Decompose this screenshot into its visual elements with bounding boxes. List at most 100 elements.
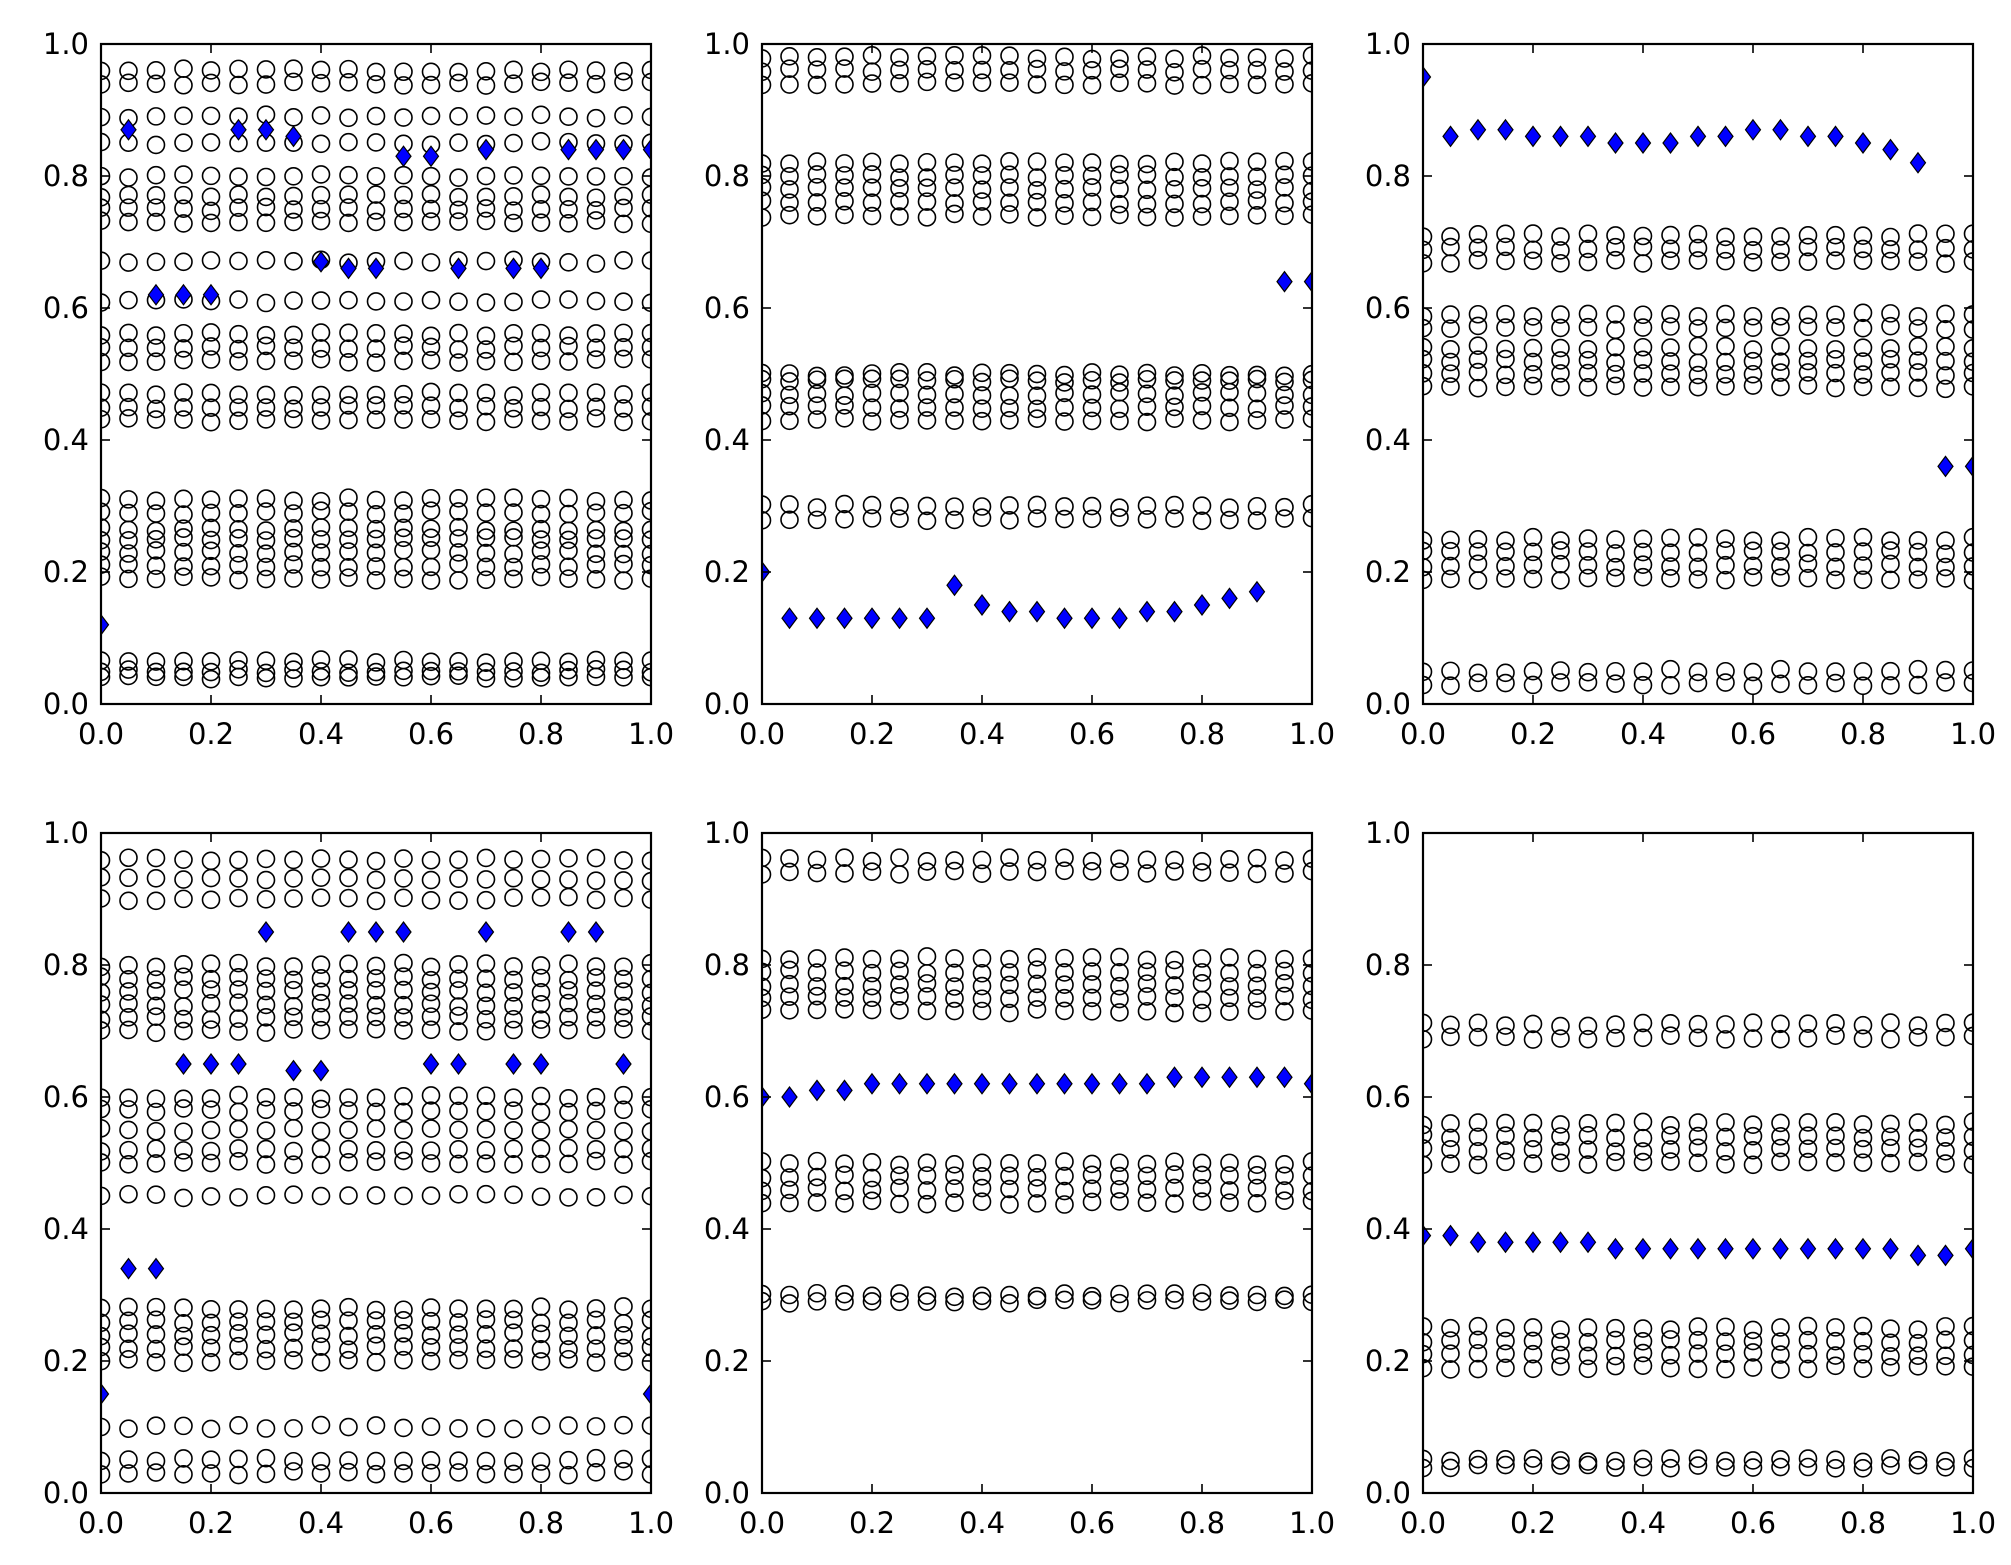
circle-point (421, 1086, 441, 1105)
circle-point (862, 495, 882, 515)
circle-point (1165, 371, 1184, 390)
circle-point (339, 994, 358, 1013)
circle-point (1578, 1318, 1598, 1337)
circle-point (394, 518, 413, 538)
subplot-2: 0.0 0.2 0.4 0.6 0.8 1.00.00.20.40.60.81.0 (704, 27, 1335, 751)
circle-point (559, 993, 578, 1013)
circle-point (174, 557, 193, 576)
circle-point (1137, 194, 1157, 214)
circle-point (1165, 397, 1184, 417)
diamond-series (762, 1066, 1312, 1108)
circle-point (1275, 509, 1294, 528)
circle-point (119, 397, 138, 417)
circle-point (1137, 1284, 1157, 1303)
circle-point (780, 1000, 799, 1020)
circle-point (1908, 1320, 1928, 1340)
circle-point (1423, 1333, 1433, 1352)
circle-point (1826, 363, 1845, 383)
circle-point (504, 1350, 523, 1369)
circle-point (1826, 1331, 1845, 1351)
circle-point (476, 669, 496, 688)
circle-point (1881, 1138, 1900, 1158)
circle-point (1423, 1029, 1433, 1049)
circle-point (1688, 528, 1708, 547)
diamond-series (101, 921, 651, 1405)
circle-point (1496, 1455, 1515, 1475)
circle-point (835, 1284, 854, 1304)
x-tick-label: 0.4 (959, 717, 1005, 751)
circle-point (311, 323, 331, 342)
circle-point (762, 511, 772, 530)
circle-point (201, 651, 221, 671)
circle-point (476, 1310, 496, 1329)
circle-point (1137, 60, 1157, 79)
diamond-point (1524, 1231, 1542, 1254)
circle-point (1137, 1291, 1157, 1310)
axes-frame (99, 831, 653, 1495)
circle-point (890, 986, 909, 1006)
circle-point (835, 166, 854, 185)
circle-point (421, 75, 441, 95)
circle-point (201, 1141, 221, 1161)
circle-point (1743, 567, 1763, 587)
circle-point (835, 1194, 854, 1213)
circle-point (1908, 1333, 1928, 1353)
circle-point (504, 1419, 523, 1439)
circle-point (119, 383, 138, 403)
circle-point (339, 650, 358, 669)
circle-point (641, 412, 651, 431)
diamond-point (1221, 587, 1238, 610)
circle-point (862, 976, 882, 996)
circle-point (311, 339, 331, 358)
circle-point (1055, 412, 1074, 431)
circle-point (1423, 254, 1433, 273)
circle-point (449, 1451, 468, 1470)
circle-point (1137, 496, 1157, 515)
circle-point (1633, 337, 1653, 357)
circle-point (1743, 1115, 1763, 1134)
circle-point (945, 851, 964, 870)
circle-point (1578, 1359, 1598, 1379)
circle-point (366, 385, 386, 405)
circle-point (366, 410, 386, 430)
circle-point (504, 1299, 523, 1319)
circle-point (1853, 318, 1873, 338)
circle-point (1606, 1346, 1625, 1366)
circle-point (807, 510, 827, 530)
circle-point (641, 953, 651, 973)
circle-point (641, 555, 651, 575)
circle-point (945, 411, 964, 430)
circle-point (1247, 963, 1267, 983)
circle-point (1606, 1128, 1625, 1148)
circle-point (1220, 1153, 1239, 1173)
circle-point (762, 75, 772, 95)
circle-point (586, 848, 606, 868)
circle-point (101, 61, 111, 81)
circle-point (421, 106, 441, 126)
circle-point (1936, 238, 1955, 258)
diamond-point (312, 250, 330, 273)
circle-point (256, 849, 276, 869)
x-tick-label: 0.6 (408, 1506, 454, 1540)
circle-point (394, 410, 413, 429)
circle-point (972, 508, 992, 527)
y-tick-label: 0.4 (1365, 1212, 1411, 1246)
circle-point (1275, 497, 1294, 517)
circle-point (421, 1020, 441, 1040)
circle-point (284, 1419, 303, 1438)
circle-point (1441, 530, 1460, 550)
circle-point (1716, 570, 1735, 590)
circle-point (641, 199, 651, 218)
circle-point (1936, 351, 1955, 371)
circle-point (1496, 1331, 1515, 1351)
circle-point (339, 1462, 358, 1482)
circle-point (1441, 541, 1460, 561)
circle-point (1771, 306, 1790, 326)
circle-point (449, 398, 468, 418)
circle-point (119, 970, 138, 989)
circle-point (311, 385, 331, 405)
circle-point (1165, 1178, 1184, 1198)
circle-point (366, 662, 386, 682)
circle-point (559, 1154, 578, 1174)
circle-point (1963, 240, 1973, 259)
